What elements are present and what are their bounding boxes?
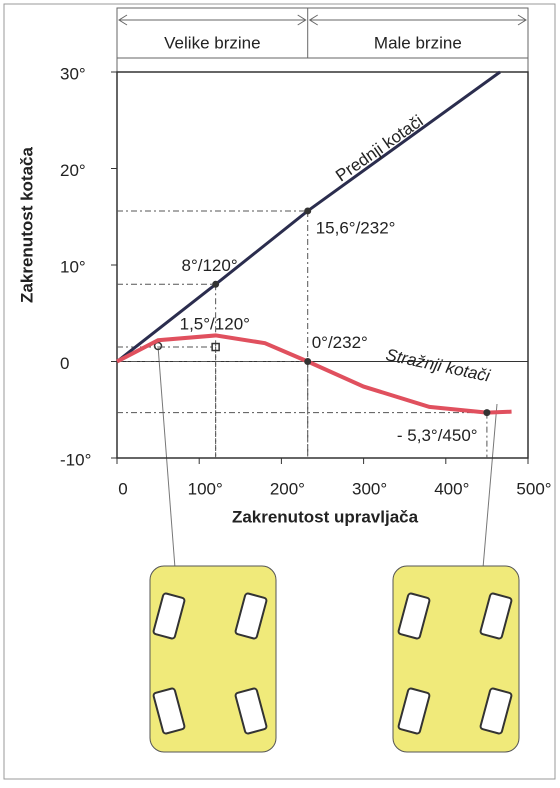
annotation-label: 8°/120° xyxy=(181,256,237,275)
x-tick-label: 0 xyxy=(118,479,127,498)
point-marker xyxy=(304,207,312,215)
x-tick-label: 100° xyxy=(188,479,223,498)
y-tick-label: 20° xyxy=(60,161,86,180)
wheel xyxy=(479,592,513,640)
wheel xyxy=(397,687,431,735)
y-axis-label: Zakrenutost kotača xyxy=(17,147,36,303)
wheel xyxy=(479,687,513,735)
point-marker xyxy=(211,342,220,352)
series-label: Stražnji kotači xyxy=(384,345,493,386)
point-marker xyxy=(483,409,491,417)
connector xyxy=(482,403,498,569)
series-label: Prednji kotači xyxy=(332,111,427,185)
connector xyxy=(157,345,176,569)
point-marker xyxy=(304,358,312,365)
wheel xyxy=(152,687,186,735)
arrow-head xyxy=(308,14,527,26)
x-axis-label: Zakrenutost upravljača xyxy=(232,507,419,526)
region-label: Male brzine xyxy=(374,33,462,52)
cars xyxy=(149,341,520,753)
wheel xyxy=(152,592,186,640)
x-tick-label: 300° xyxy=(352,479,387,498)
annotation-label: - 5,3°/450° xyxy=(397,426,478,445)
wheel xyxy=(397,592,431,640)
outer-frame xyxy=(3,3,556,780)
y-tick-label: -10° xyxy=(60,450,91,469)
y-tick-label: 10° xyxy=(60,257,86,276)
annotation-label: 1,5°/120° xyxy=(180,315,250,334)
x-tick-label: 500° xyxy=(516,479,551,498)
series-line xyxy=(116,70,501,363)
y-tick-label: 30° xyxy=(60,64,86,83)
plot-frame xyxy=(116,71,529,459)
annotation-label: 15,6°/232° xyxy=(316,218,396,237)
wheel xyxy=(234,687,268,735)
wheel xyxy=(234,592,268,640)
point-marker xyxy=(212,280,220,288)
region-label: Velike brzine xyxy=(164,33,260,52)
x-tick-label: 200° xyxy=(270,479,305,498)
x-tick-label: 400° xyxy=(434,479,469,498)
annotation-label: 0°/232° xyxy=(312,333,368,352)
y-tick-label: 0 xyxy=(60,354,69,373)
arrow-head xyxy=(118,14,307,26)
